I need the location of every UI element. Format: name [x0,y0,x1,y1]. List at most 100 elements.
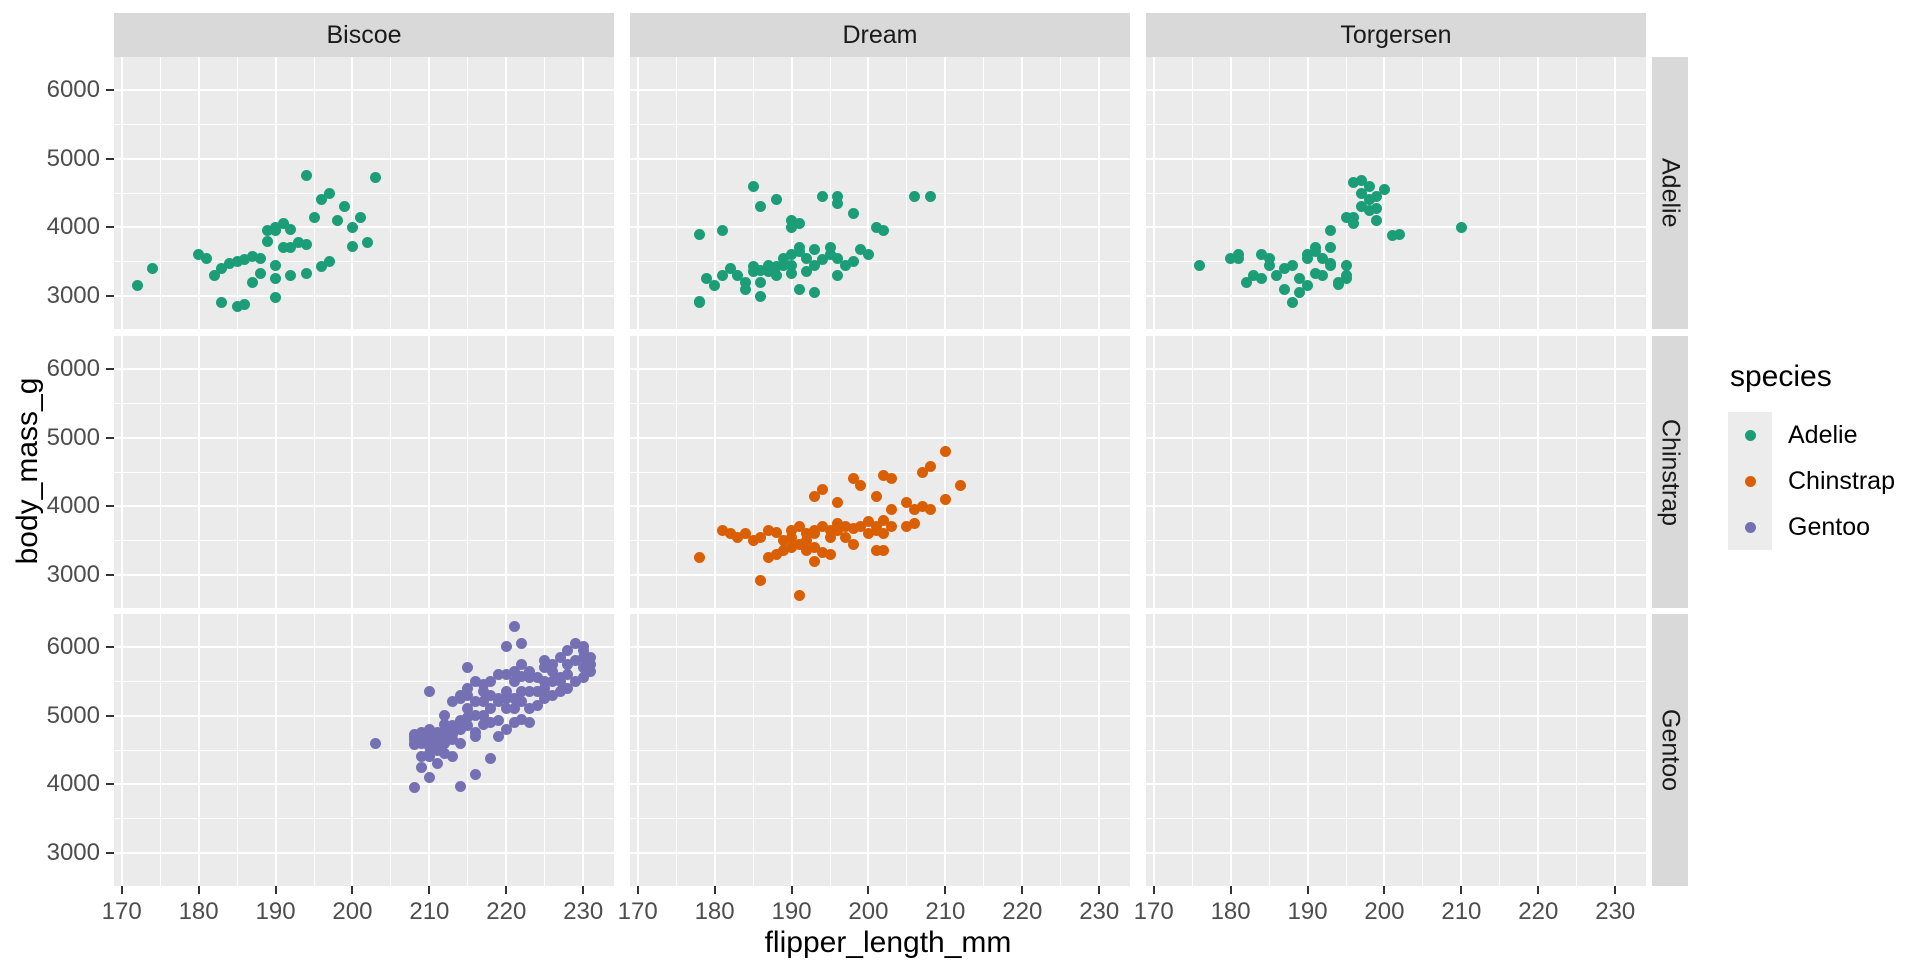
legend-key [1728,504,1772,550]
data-point [1302,252,1314,264]
data-point [1386,230,1398,242]
gridline-major [582,614,585,886]
data-point [285,269,297,281]
gridline-major [636,57,639,329]
data-point [423,747,435,759]
data-point [809,259,821,271]
x-axis-tick [1021,886,1024,894]
data-point [847,208,859,220]
gridline-major [274,336,277,608]
gridline-major [351,336,354,608]
data-point [832,252,844,264]
panel-torgersen-gentoo [1146,614,1646,886]
data-point [855,244,867,256]
data-point [531,672,543,684]
data-point [462,711,474,723]
data-point [462,662,474,674]
gridline-minor [1146,261,1646,263]
gridline-major [630,367,1130,370]
x-axis-tick [1383,886,1386,894]
legend-label: Chinstrap [1788,466,1895,495]
gridline-minor [1146,680,1646,682]
legend-point-icon [1744,429,1756,441]
y-axis-tick [106,852,114,855]
data-point [762,524,774,536]
data-point [277,242,289,254]
x-tick-label: 170 [1133,898,1174,925]
data-point [801,528,813,540]
data-point [539,675,551,687]
data-point [1286,259,1298,271]
gridline-minor [114,261,614,263]
gridline-major [1146,714,1646,717]
data-point [462,720,474,732]
gridline-major [351,57,354,329]
gridline-major [1021,336,1024,608]
data-point [470,710,482,722]
data-point [516,658,528,670]
data-point [816,547,828,559]
gridline-major [790,336,793,608]
data-point [693,228,705,240]
data-point [847,523,859,535]
gridline-minor [1146,818,1646,820]
gridline-major [1306,336,1309,608]
data-point [454,715,466,727]
data-point [855,480,867,492]
data-point [408,729,420,741]
facet-strip-adelie: Adelie [1652,57,1688,329]
data-point [1325,257,1337,269]
data-point [477,679,489,691]
gridline-minor [630,261,1130,263]
data-point [470,768,482,780]
gridline-major [114,226,614,229]
data-point [786,214,798,226]
data-point [316,261,328,273]
y-tick-label: 6000 [46,354,100,382]
data-point [1294,287,1306,299]
gridline-major [713,614,716,886]
data-point [585,651,597,663]
data-point [1232,252,1244,264]
facet-strip-gentoo: Gentoo [1652,614,1688,886]
x-tick-label: 210 [925,898,966,925]
gridline-minor [630,749,1130,751]
data-point [262,225,274,237]
data-point [470,696,482,708]
data-point [562,668,574,680]
data-point [701,273,713,285]
data-point [246,276,258,288]
gridline-major [630,88,1130,91]
data-point [270,221,282,233]
data-point [539,662,551,674]
data-point [862,528,874,540]
gridline-major [630,645,1130,648]
gridline-major [114,574,614,577]
data-point [878,514,890,526]
data-point [577,641,589,653]
gridline-major [120,614,123,886]
data-point [1271,269,1283,281]
gridline-major [1098,336,1101,608]
data-point [1348,211,1360,223]
legend-entry-gentoo: Gentoo [1728,504,1895,550]
data-point [423,771,435,783]
data-point [416,761,428,773]
data-point [793,521,805,533]
data-point [1394,228,1406,240]
data-point [508,717,520,729]
data-point [886,473,898,485]
data-point [523,703,535,715]
gridline-major [867,336,870,608]
panel-torgersen-chinstrap [1146,336,1646,608]
gridline-major [630,505,1130,508]
data-point [416,727,428,739]
data-point [516,670,528,682]
data-point [546,658,558,670]
data-point [739,276,751,288]
gridline-major [1021,614,1024,886]
data-point [439,729,451,741]
data-point [323,187,335,199]
data-point [732,531,744,543]
data-point [1363,204,1375,216]
